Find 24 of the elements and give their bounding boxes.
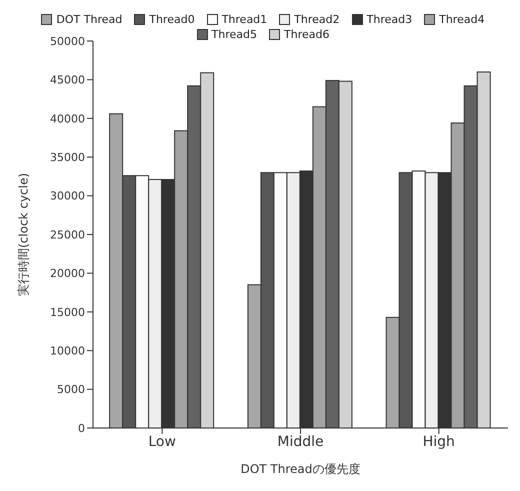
y-tick-label: 40000 bbox=[50, 112, 85, 126]
x-axis-title: DOT Threadの優先度 bbox=[240, 462, 360, 476]
legend-label: Thread1 bbox=[220, 13, 268, 26]
y-tick-label: 5000 bbox=[57, 383, 85, 396]
legend-label: Thread3 bbox=[366, 13, 412, 26]
legend-label: Thread2 bbox=[293, 13, 340, 26]
legend-label: Thread4 bbox=[438, 13, 485, 26]
y-tick-label: 50000 bbox=[50, 34, 85, 48]
y-axis-title: 実行時間(clock cycle) bbox=[16, 172, 30, 296]
y-tick-label: 35000 bbox=[50, 151, 85, 164]
y-tick-label: 45000 bbox=[50, 74, 85, 87]
legend-label: Thread6 bbox=[283, 28, 330, 41]
x-tick-label: Low bbox=[148, 434, 176, 450]
legend-label: Thread5 bbox=[210, 28, 257, 41]
y-tick-label: 20000 bbox=[50, 267, 85, 280]
x-tick-label: Middle bbox=[277, 434, 324, 450]
x-tick-label: High bbox=[422, 434, 455, 450]
legend-label: Thread0 bbox=[148, 13, 195, 26]
legend-label: DOT Thread bbox=[55, 13, 122, 26]
y-tick-label: 15000 bbox=[50, 306, 85, 319]
y-tick-label: 10000 bbox=[50, 344, 85, 358]
y-tick-label: 0 bbox=[78, 422, 85, 435]
y-tick-label: 25000 bbox=[50, 228, 85, 242]
y-tick-label: 30000 bbox=[50, 190, 85, 203]
